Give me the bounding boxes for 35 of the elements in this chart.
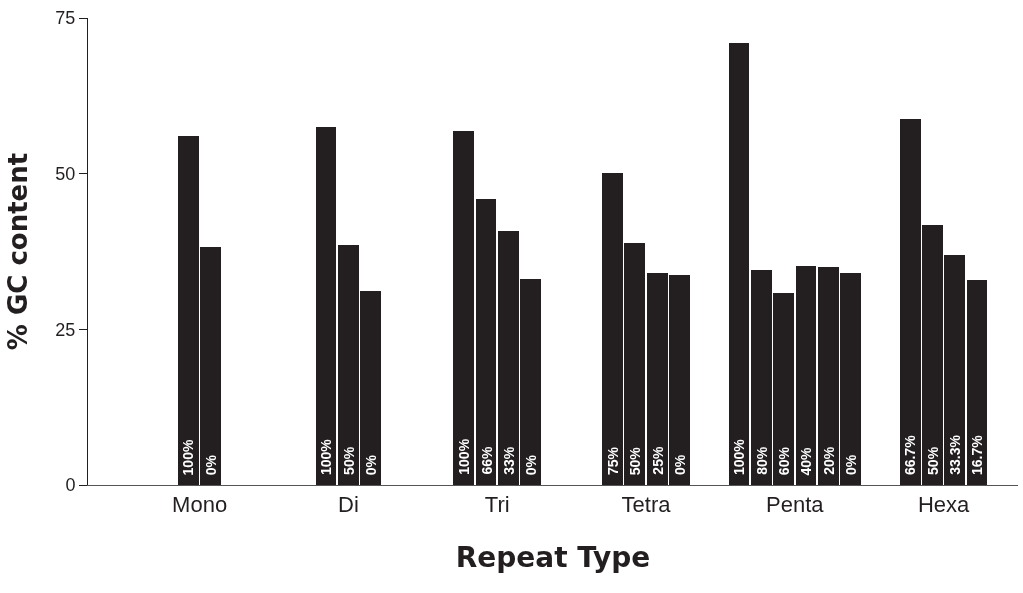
- annotation: 33%: [500, 446, 517, 475]
- annotation: 100%: [180, 439, 197, 476]
- x-tick-label: Di: [338, 492, 359, 518]
- annotation: 0%: [363, 454, 380, 476]
- annotation: 0%: [843, 454, 860, 476]
- y-tick-label: 25: [55, 319, 76, 340]
- annotation: 25%: [649, 446, 666, 475]
- annotation: 60%: [776, 446, 793, 476]
- y-axis-title: % GC content: [2, 152, 33, 351]
- annotation: 50%: [340, 446, 357, 475]
- x-tick-label: Tri: [484, 492, 510, 518]
- annotation: 66.7%: [902, 434, 919, 476]
- annotation: 50%: [627, 446, 644, 476]
- annotation: 0%: [671, 454, 688, 475]
- annotation: 40%: [798, 446, 815, 476]
- x-tick-label: Mono: [172, 492, 228, 518]
- annotation: 100%: [455, 438, 472, 475]
- annotation: 0%: [203, 454, 220, 476]
- x-tick-label: Penta: [766, 492, 825, 518]
- annotation: 100%: [731, 438, 747, 475]
- annotation: 0%: [523, 454, 540, 476]
- y-tick-label: 75: [55, 8, 76, 29]
- annotation: 33.3%: [946, 434, 963, 475]
- annotation: 20%: [820, 446, 837, 475]
- x-tick-label: Tetra: [621, 492, 672, 518]
- annotation: 66%: [478, 445, 495, 475]
- annotation: 16.7%: [969, 434, 986, 476]
- annotation: 75%: [605, 446, 622, 476]
- x-tick-label: Hexa: [917, 492, 971, 518]
- y-tick-label: 50: [55, 163, 76, 184]
- x-axis-title: Repeat Type: [455, 540, 651, 574]
- annotation: 80%: [753, 446, 770, 475]
- annotation: 50%: [924, 446, 941, 475]
- annotation: 100%: [318, 438, 335, 476]
- y-tick-label: 0: [65, 475, 76, 496]
